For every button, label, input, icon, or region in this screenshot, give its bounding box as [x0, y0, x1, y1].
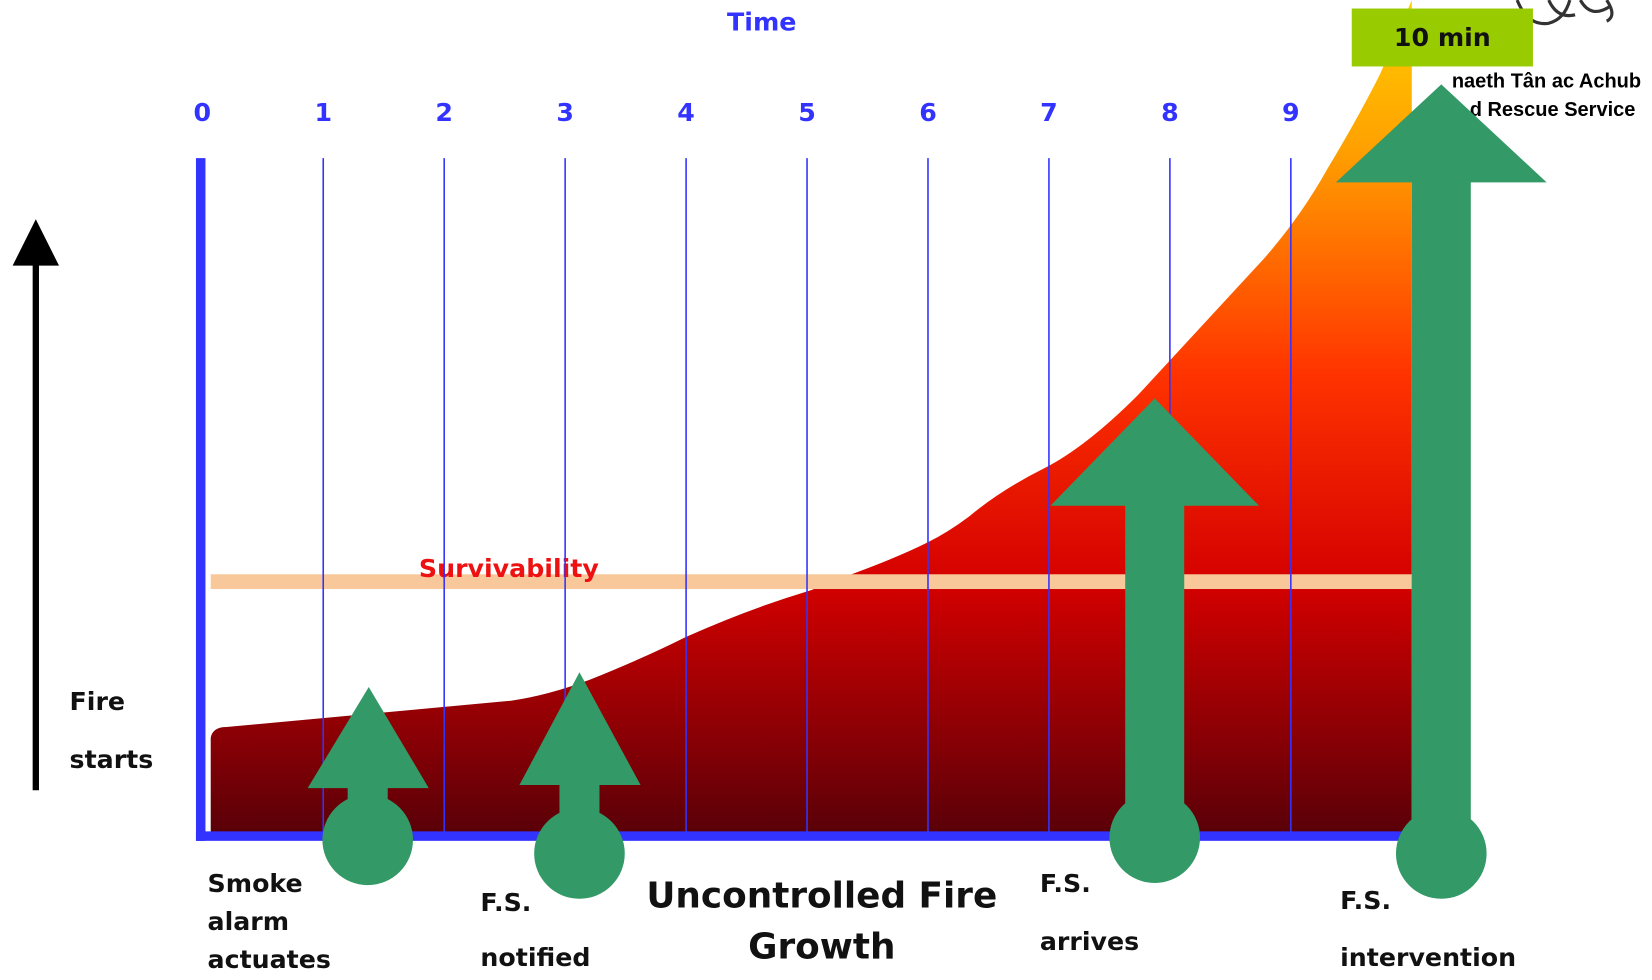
event-label: arrives [1040, 927, 1139, 956]
arrow [1050, 398, 1260, 506]
fire-area [210, 0, 1412, 833]
arrows [307, 84, 1547, 899]
band-label: Survivability [419, 554, 599, 583]
arrow-shaft [1125, 503, 1185, 838]
fire-arrow-head [12, 219, 60, 266]
logo-text: d Rescue Service [1470, 99, 1636, 121]
event-label: F.S. [1340, 886, 1391, 915]
y-label: Fire [70, 687, 126, 716]
caption: Uncontrolled Fire [646, 876, 997, 917]
event-label: Smoke [208, 869, 303, 898]
event-label: F.S. [480, 888, 531, 917]
tick-label: 2 [435, 98, 453, 127]
event-label: alarm [208, 907, 290, 936]
event-label: actuates [208, 945, 331, 974]
tick-label: 4 [677, 98, 695, 127]
arrow-base [534, 808, 625, 899]
arrow-base [1109, 792, 1201, 883]
event-label: intervention [1340, 943, 1516, 972]
arrow [519, 672, 641, 785]
tick-label: 6 [919, 98, 937, 127]
event-label: notified [480, 943, 590, 972]
arrow [307, 687, 429, 789]
caption: Growth [748, 926, 895, 967]
tick-label: 7 [1040, 98, 1058, 127]
arrow-base [322, 794, 413, 886]
badge-text: 10 min [1394, 23, 1491, 52]
arrow [1335, 84, 1547, 183]
survivability-band [210, 574, 1412, 590]
x-axis [195, 831, 1419, 841]
time-label: Time [727, 7, 796, 36]
tick-label: 3 [556, 98, 574, 127]
tick-label: 5 [798, 98, 816, 127]
tick-label: 0 [193, 98, 211, 127]
tick-label: 9 [1282, 98, 1300, 127]
arrow-shaft [1411, 180, 1471, 854]
logo-text: naeth Tân ac Achub [1452, 71, 1641, 93]
arrow-base [1395, 808, 1487, 899]
tick-label: 1 [314, 98, 332, 127]
badge [1351, 8, 1533, 67]
event-label: F.S. [1040, 869, 1091, 898]
y-label: starts [70, 745, 154, 774]
tick-label: 8 [1161, 98, 1179, 127]
y-axis [195, 158, 206, 841]
